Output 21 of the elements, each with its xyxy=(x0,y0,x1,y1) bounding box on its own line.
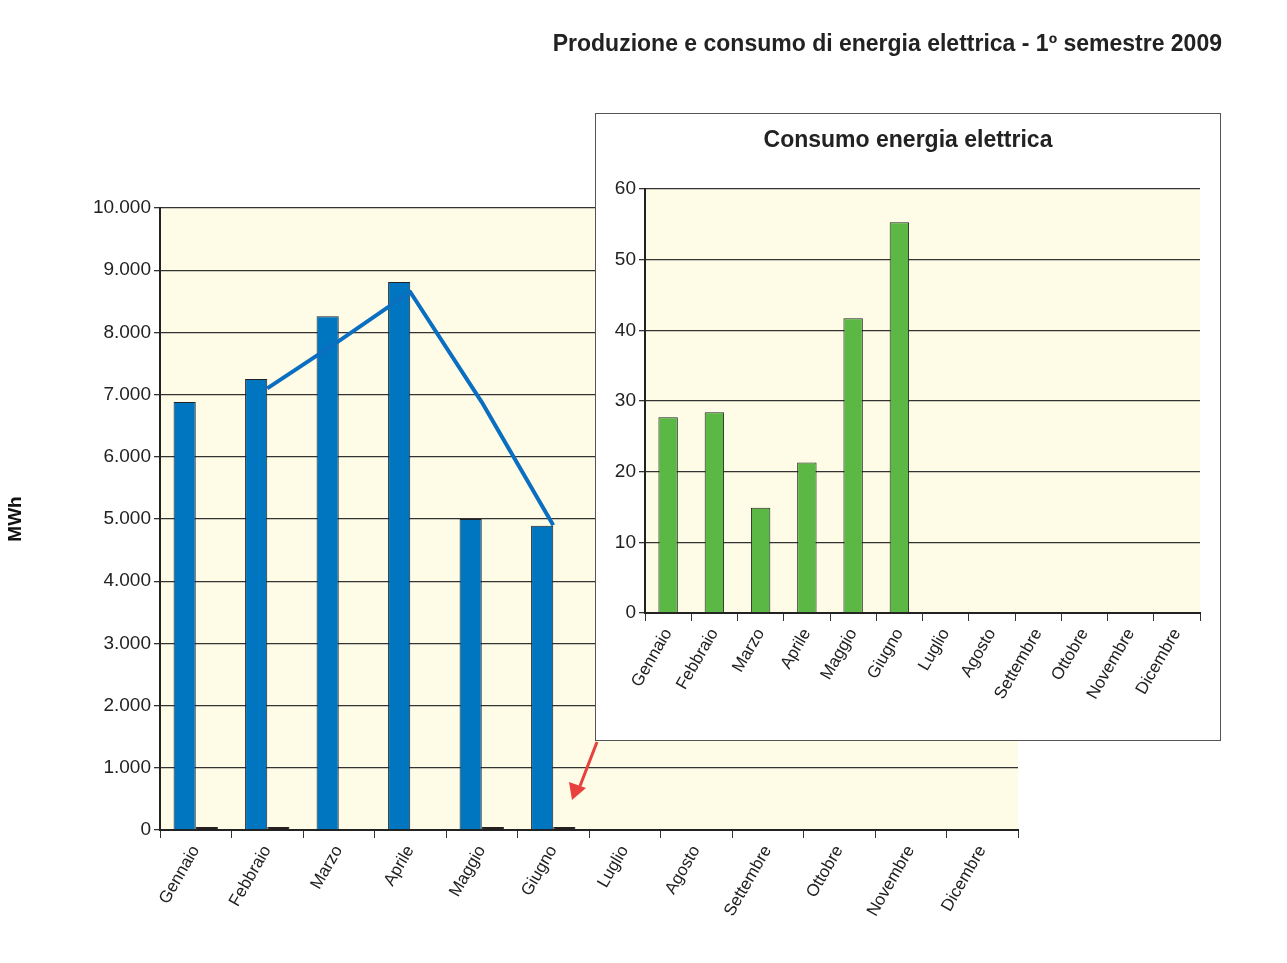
y-tick-label: 7.000 xyxy=(103,382,151,404)
y-tick-label: 2.000 xyxy=(103,693,151,715)
y-tick-label: 0 xyxy=(140,818,151,840)
chart-title: Produzione e consumo di energia elettrica - 1º semestre 2009 xyxy=(552,30,1222,57)
y-tick-label: 30 xyxy=(614,389,636,411)
y-tick-label: 3.000 xyxy=(103,631,151,653)
y-tick-label: 20 xyxy=(614,459,636,481)
y-tick-label: 4.000 xyxy=(103,569,151,591)
y-tick-label: 40 xyxy=(614,318,636,340)
y-tick-label: 10.000 xyxy=(92,196,151,218)
y-tick-label: 50 xyxy=(614,247,636,269)
y-tick-label: 8.000 xyxy=(103,320,151,342)
y-tick-label: 6.000 xyxy=(103,445,151,467)
chart-title: Consumo energia elettrica xyxy=(762,126,1054,153)
y-tick-label: 10 xyxy=(614,530,636,552)
y-tick-label: 5.000 xyxy=(103,507,151,529)
y-tick-label: 60 xyxy=(614,177,636,199)
y-axis-title: MWh xyxy=(3,496,25,542)
y-tick-label: 9.000 xyxy=(103,258,151,280)
y-tick-label: 0 xyxy=(625,601,636,623)
y-tick-label: 1.000 xyxy=(103,756,151,778)
